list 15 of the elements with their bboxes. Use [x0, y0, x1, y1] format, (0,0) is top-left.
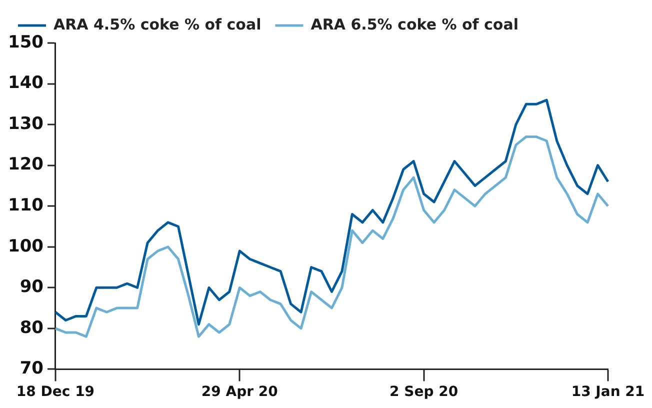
y-tick-label: 100 — [8, 236, 44, 256]
y-tick-label: 140 — [8, 73, 44, 94]
y-tick-label: 120 — [8, 154, 44, 175]
x-tick-label: 2 Sep 20 — [390, 384, 458, 400]
y-tick-label: 150 — [8, 32, 44, 52]
x-tick-label: 29 Apr 20 — [201, 384, 278, 400]
legend-label: ARA 4.5% coke % of coal — [54, 15, 262, 34]
y-tick-label: 90 — [20, 277, 44, 298]
y-tick-label: 80 — [20, 318, 44, 338]
x-tick-label: 18 Dec 19 — [16, 384, 95, 400]
y-tick-label: 70 — [20, 358, 44, 379]
y-tick-label: 110 — [8, 196, 44, 216]
y-tick-label: 130 — [8, 114, 44, 134]
legend-label: ARA 6.5% coke % of coal — [310, 15, 518, 34]
x-tick-label: 13 Jan 21 — [571, 384, 645, 400]
